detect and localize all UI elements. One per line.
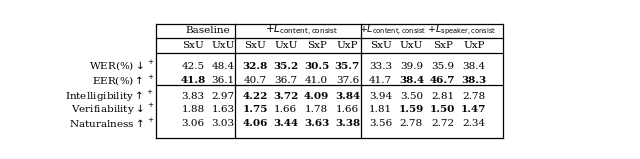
Text: UxU: UxU xyxy=(274,41,298,50)
Text: SxP: SxP xyxy=(433,41,452,50)
Text: 1.63: 1.63 xyxy=(211,105,234,114)
Text: 2.72: 2.72 xyxy=(431,119,454,128)
Text: 1.75: 1.75 xyxy=(243,105,268,114)
Text: 48.4: 48.4 xyxy=(211,62,234,71)
Text: 2.78: 2.78 xyxy=(462,92,485,101)
Text: Verifiability$\downarrow^+$: Verifiability$\downarrow^+$ xyxy=(71,102,154,117)
Text: 2.81: 2.81 xyxy=(431,92,454,101)
Text: UxU: UxU xyxy=(211,41,234,50)
Text: 3.50: 3.50 xyxy=(400,92,423,101)
Text: 32.8: 32.8 xyxy=(243,62,268,71)
Text: 33.3: 33.3 xyxy=(369,62,392,71)
Text: 1.47: 1.47 xyxy=(461,105,486,114)
Text: UxP: UxP xyxy=(463,41,484,50)
Text: 41.7: 41.7 xyxy=(369,76,392,85)
Text: 3.44: 3.44 xyxy=(273,119,298,128)
Text: Baseline: Baseline xyxy=(186,26,230,35)
Text: 2.78: 2.78 xyxy=(400,119,423,128)
Text: 35.2: 35.2 xyxy=(273,62,298,71)
Text: 46.7: 46.7 xyxy=(430,76,455,85)
Text: 1.81: 1.81 xyxy=(369,105,392,114)
Text: 3.72: 3.72 xyxy=(273,92,298,101)
Text: 3.38: 3.38 xyxy=(335,119,360,128)
Text: 36.1: 36.1 xyxy=(211,76,234,85)
Text: Intelligibility$\uparrow^+$: Intelligibility$\uparrow^+$ xyxy=(65,89,154,104)
Text: 3.83: 3.83 xyxy=(182,92,205,101)
Text: 37.6: 37.6 xyxy=(336,76,359,85)
Text: 1.50: 1.50 xyxy=(430,105,455,114)
Text: 38.4: 38.4 xyxy=(462,62,485,71)
Text: UxP: UxP xyxy=(337,41,358,50)
Text: Naturalness$\uparrow^+$: Naturalness$\uparrow^+$ xyxy=(68,117,154,130)
Text: WER(%)$\downarrow^+$: WER(%)$\downarrow^+$ xyxy=(89,59,154,73)
Text: 1.88: 1.88 xyxy=(182,105,205,114)
Text: SxU: SxU xyxy=(182,41,204,50)
Text: 3.06: 3.06 xyxy=(182,119,205,128)
Text: 3.63: 3.63 xyxy=(304,119,329,128)
Text: 3.94: 3.94 xyxy=(369,92,392,101)
Text: SxU: SxU xyxy=(244,41,266,50)
Text: UxU: UxU xyxy=(399,41,423,50)
Text: 1.66: 1.66 xyxy=(336,105,359,114)
Text: SxP: SxP xyxy=(307,41,326,50)
Text: 38.3: 38.3 xyxy=(461,76,486,85)
Text: 36.7: 36.7 xyxy=(275,76,298,85)
Text: 41.0: 41.0 xyxy=(305,76,328,85)
Text: 3.84: 3.84 xyxy=(335,92,360,101)
Text: 1.59: 1.59 xyxy=(399,105,424,114)
Text: 4.22: 4.22 xyxy=(243,92,268,101)
Text: 2.34: 2.34 xyxy=(462,119,485,128)
Text: 3.56: 3.56 xyxy=(369,119,392,128)
Text: 41.8: 41.8 xyxy=(180,76,205,85)
Text: 4.09: 4.09 xyxy=(304,92,329,101)
Text: 42.5: 42.5 xyxy=(182,62,205,71)
Text: 3.03: 3.03 xyxy=(211,119,234,128)
Text: 39.9: 39.9 xyxy=(400,62,423,71)
Text: EER(%)$\uparrow^+$: EER(%)$\uparrow^+$ xyxy=(92,74,154,88)
Text: SxU: SxU xyxy=(370,41,392,50)
Text: 1.66: 1.66 xyxy=(275,105,298,114)
Text: 38.4: 38.4 xyxy=(399,76,424,85)
Text: 30.5: 30.5 xyxy=(304,62,329,71)
Text: 2.97: 2.97 xyxy=(211,92,234,101)
Text: $+L_{\mathrm{content,consist}}$ $+L_{\mathrm{speaker,consist}}$: $+L_{\mathrm{content,consist}}$ $+L_{\ma… xyxy=(358,24,496,37)
Text: $+L_{\mathrm{content,consist}}$: $+L_{\mathrm{content,consist}}$ xyxy=(264,23,338,38)
Text: 40.7: 40.7 xyxy=(244,76,267,85)
Text: 4.06: 4.06 xyxy=(243,119,268,128)
Text: 35.9: 35.9 xyxy=(431,62,454,71)
Text: 35.7: 35.7 xyxy=(335,62,360,71)
Text: 1.78: 1.78 xyxy=(305,105,328,114)
